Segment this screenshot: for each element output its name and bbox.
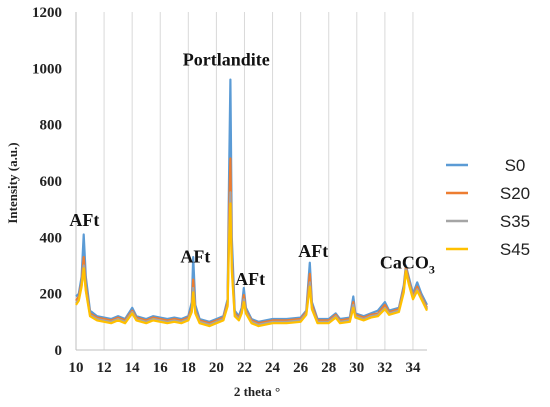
peak-label-text: AFt [235, 269, 265, 289]
x-tick-label: 24 [265, 360, 281, 376]
x-tick-label: 12 [97, 360, 112, 376]
peak-label: CaCO3 [380, 252, 435, 276]
axes [75, 12, 427, 351]
y-tick-label: 1000 [32, 61, 62, 77]
x-tick-label: 16 [153, 360, 169, 376]
y-tick-label: 400 [40, 230, 63, 246]
peak-label-text: AFt [298, 241, 328, 261]
peak-label: AFt [180, 247, 210, 267]
legend: S0 S20 S35 S45 [446, 156, 530, 259]
y-tick-label: 200 [40, 287, 63, 303]
x-tick-label: 26 [293, 360, 309, 376]
legend-label: S20 [500, 184, 530, 203]
legend-label: S35 [500, 212, 530, 231]
x-tick-label: 30 [349, 360, 364, 376]
x-tick-label: 10 [69, 360, 84, 376]
y-tick-label: 600 [40, 174, 63, 190]
peak-label: AFt [235, 269, 265, 289]
y-tick-label: 0 [55, 343, 63, 359]
series-lines [75, 78, 428, 328]
peak-label-text: Portlandite [183, 50, 270, 70]
x-tick-label: 14 [125, 360, 141, 376]
legend-label: S45 [500, 240, 530, 259]
series-line-s20 [75, 157, 428, 325]
peak-label: AFt [298, 241, 328, 261]
y-tick-labels: 0 200 400 600 800 1000 1200 [32, 5, 62, 359]
legend-label: S0 [505, 156, 526, 175]
x-tick-label: 20 [209, 360, 224, 376]
series-line-s45 [75, 202, 428, 328]
x-tick-label: 32 [377, 360, 392, 376]
peak-label-subscript: 3 [429, 262, 435, 276]
x-tick-label: 34 [405, 360, 421, 376]
y-tick-label: 1200 [32, 5, 62, 21]
x-tick-label: 22 [237, 360, 252, 376]
series-line-s35 [75, 191, 428, 326]
peak-label-text: AFt [69, 210, 99, 230]
y-axis-title: Intensity (a.u.) [5, 142, 20, 223]
y-tick-label: 800 [40, 118, 63, 134]
peak-label-text: CaCO [380, 252, 429, 272]
peak-label: Portlandite [183, 50, 270, 70]
peak-label-text: AFt [180, 247, 210, 267]
series-line-s0 [75, 78, 428, 323]
x-tick-labels: 10 12 14 16 18 20 22 24 26 28 30 32 34 [69, 360, 421, 376]
peak-annotations: AFt AFt Portlandite AFt AFt CaCO3 [69, 50, 434, 290]
x-axis-title: 2 theta ° [234, 384, 280, 399]
x-tick-label: 28 [321, 360, 336, 376]
peak-label: AFt [69, 210, 99, 230]
x-tick-label: 18 [181, 360, 196, 376]
